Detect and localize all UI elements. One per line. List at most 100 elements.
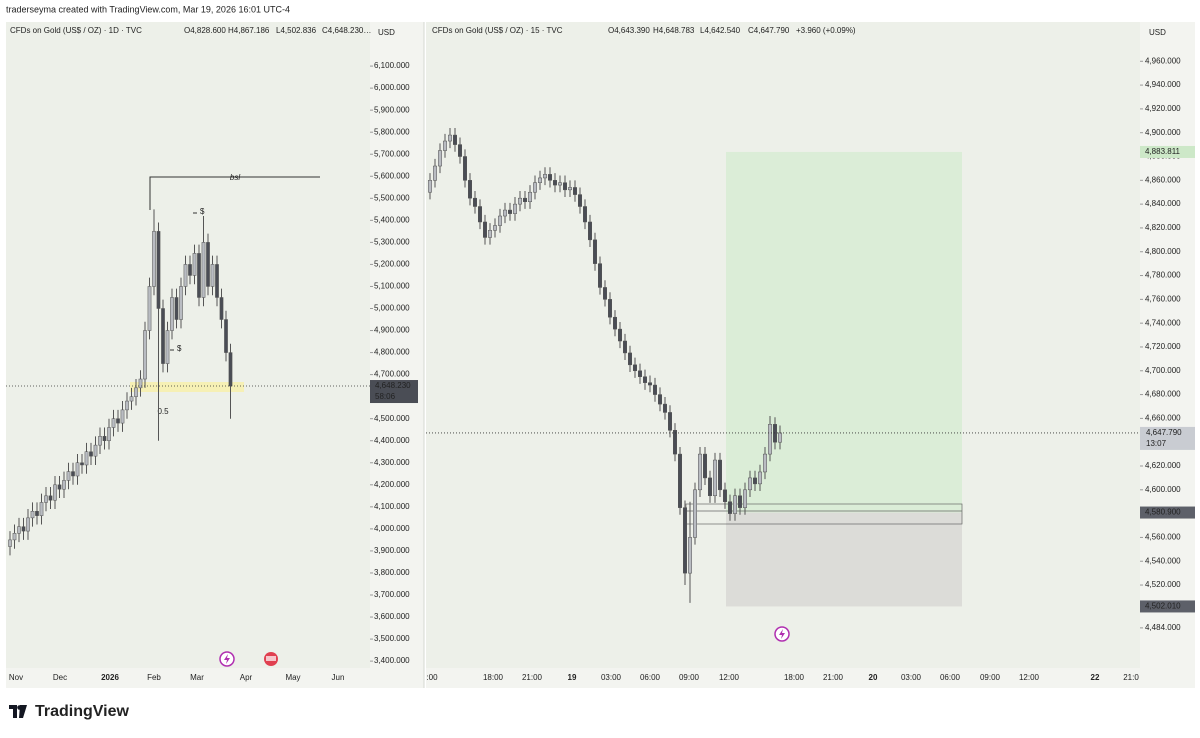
y-tick-label: 6,000.000 — [374, 83, 410, 92]
y-tick-label: 5,000.000 — [374, 304, 410, 313]
candle-body — [683, 507, 687, 574]
candle-body — [733, 495, 737, 514]
x-tick-label: Nov — [9, 673, 23, 682]
currency: USD — [1149, 28, 1166, 37]
candle-body — [458, 144, 462, 157]
candle-body — [623, 340, 627, 354]
candle-body — [179, 286, 183, 320]
candle-body — [693, 489, 697, 538]
candle-body — [53, 484, 57, 501]
candle-body — [448, 134, 452, 142]
candle-body — [508, 209, 512, 214]
y-tick-label: 4,700.000 — [1145, 366, 1181, 375]
candle-body — [120, 409, 125, 424]
y-tick-label: 4,940.000 — [1145, 80, 1181, 89]
candle-body — [503, 209, 507, 217]
candle-body — [35, 511, 39, 516]
brand-logo — [9, 705, 27, 718]
y-tick-label: 3,500.000 — [374, 634, 410, 643]
candle-body — [453, 134, 457, 145]
candle-body — [66, 471, 71, 481]
candle-body — [102, 436, 107, 441]
header-text: H4,648.783 — [653, 26, 695, 35]
currency: USD — [378, 28, 395, 37]
annotation: 0.5 — [157, 407, 169, 416]
candle-body — [201, 242, 206, 298]
y-tick-label: 6,100.000 — [374, 61, 410, 70]
candle-body — [468, 180, 472, 199]
x-tick-label: Jun — [332, 673, 345, 682]
candle-body — [48, 495, 53, 501]
x-tick-label: Feb — [147, 673, 161, 682]
candle-body — [188, 264, 192, 276]
candle-body — [170, 297, 174, 331]
header-text: CFDs on Gold (US$ / OZ) · 15 · TVC — [432, 26, 563, 35]
candle-body — [518, 197, 522, 205]
candle-body — [75, 462, 80, 477]
candle-body — [8, 539, 12, 547]
candle-body — [553, 180, 557, 186]
candle-body — [633, 364, 637, 372]
candle-body — [116, 418, 120, 424]
x-tick-label: 03:00 — [901, 673, 922, 682]
candle-body — [488, 230, 492, 238]
candle-body — [498, 215, 502, 226]
y-tick-label: 4,900.000 — [374, 326, 410, 335]
candle-body — [538, 177, 542, 183]
bsl-line — [149, 176, 320, 210]
candle-body — [738, 495, 742, 508]
candle-body — [658, 394, 662, 405]
countdown: 58:06 — [375, 392, 396, 401]
x-tick-label: 18:00 — [784, 673, 805, 682]
y-tick-label: 4,800.000 — [1145, 247, 1181, 256]
candle-body — [143, 330, 147, 380]
y-tick-label: 4,500.000 — [374, 414, 410, 423]
price-label: 4,883.811 — [1145, 147, 1181, 156]
candle-body — [183, 264, 188, 287]
candle-body — [228, 352, 233, 387]
highlight-zone — [130, 382, 244, 392]
candle-body — [26, 517, 30, 532]
x-tick-label: 09:00 — [980, 673, 1001, 682]
candle-body — [463, 156, 467, 181]
x-tick-label: Apr — [240, 673, 253, 682]
candle-body — [608, 299, 612, 318]
x-tick-label: :00 — [426, 673, 438, 682]
candle-body — [703, 453, 707, 479]
candle-body — [698, 453, 702, 491]
header-text: +3.960 (+0.09%) — [796, 26, 856, 35]
candle-body — [210, 264, 215, 287]
x-tick-label: May — [285, 673, 300, 682]
candle-body — [17, 526, 21, 534]
x-tick-label: 22 — [1091, 673, 1100, 682]
candle-body — [71, 471, 75, 477]
y-tick-label: 5,300.000 — [374, 237, 410, 246]
price-label: 4,580.900 — [1145, 508, 1181, 517]
y-tick-label: 4,860.000 — [1145, 175, 1181, 184]
candle-body — [763, 453, 767, 473]
y-tick-label: 5,800.000 — [374, 127, 410, 136]
price-label: 4,502.010 — [1145, 602, 1181, 611]
candle-body — [197, 253, 201, 298]
candle-body — [433, 165, 437, 181]
candle-body — [30, 511, 35, 519]
candle-body — [668, 412, 672, 431]
candle-body — [543, 174, 547, 179]
y-tick-label: 5,900.000 — [374, 105, 410, 114]
annotation: $ — [177, 344, 182, 353]
last-price-label: 4,648.230 — [375, 381, 411, 390]
candle-body — [528, 191, 532, 202]
right-time-axis — [426, 668, 1140, 688]
y-tick-label: 4,720.000 — [1145, 342, 1181, 351]
candle-body — [206, 242, 210, 287]
candle-body — [778, 432, 782, 443]
candle-body — [718, 459, 722, 491]
candle-body — [224, 319, 228, 353]
y-tick-label: 4,100.000 — [374, 502, 410, 511]
candle-body — [473, 197, 477, 207]
candle-body — [638, 370, 642, 377]
left-time-axis — [6, 668, 370, 688]
candle-body — [568, 187, 572, 191]
candle-body — [723, 489, 727, 502]
candle-body — [219, 297, 224, 320]
